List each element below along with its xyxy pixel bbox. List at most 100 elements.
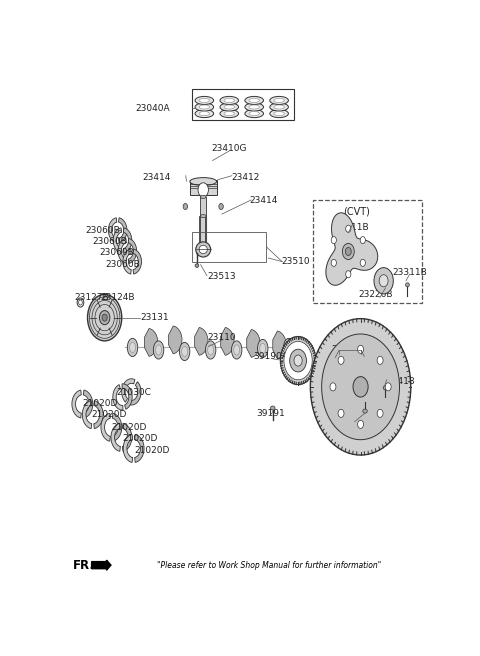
Polygon shape xyxy=(122,379,135,402)
Ellipse shape xyxy=(294,355,302,366)
Text: 23060B: 23060B xyxy=(106,260,140,269)
Ellipse shape xyxy=(270,110,288,117)
Ellipse shape xyxy=(156,345,162,355)
Ellipse shape xyxy=(199,98,210,102)
Text: 23510: 23510 xyxy=(281,257,310,266)
Polygon shape xyxy=(144,329,158,356)
Ellipse shape xyxy=(196,242,211,257)
Ellipse shape xyxy=(180,342,190,361)
Polygon shape xyxy=(123,249,131,274)
Ellipse shape xyxy=(199,112,210,115)
Polygon shape xyxy=(273,331,286,359)
Ellipse shape xyxy=(220,103,239,111)
Ellipse shape xyxy=(342,243,354,260)
Text: 23513: 23513 xyxy=(207,272,236,281)
FancyArrow shape xyxy=(92,560,111,570)
Ellipse shape xyxy=(199,245,207,254)
Text: FR.: FR. xyxy=(73,559,95,571)
Polygon shape xyxy=(128,382,141,405)
Polygon shape xyxy=(326,213,378,285)
Polygon shape xyxy=(111,423,120,451)
Ellipse shape xyxy=(406,283,409,287)
Ellipse shape xyxy=(353,377,368,397)
Ellipse shape xyxy=(270,96,288,104)
Ellipse shape xyxy=(284,338,294,357)
Ellipse shape xyxy=(181,346,188,356)
Bar xyxy=(200,197,206,216)
Ellipse shape xyxy=(220,96,239,104)
Bar xyxy=(192,232,266,262)
Ellipse shape xyxy=(154,341,164,359)
Ellipse shape xyxy=(231,341,242,359)
Circle shape xyxy=(358,345,363,354)
Text: 23414: 23414 xyxy=(143,173,171,182)
Text: 23060B: 23060B xyxy=(85,226,120,235)
Ellipse shape xyxy=(224,105,234,109)
Text: 21020D: 21020D xyxy=(134,446,170,455)
Text: 21020D: 21020D xyxy=(83,398,118,407)
Ellipse shape xyxy=(195,110,214,117)
Bar xyxy=(192,89,294,120)
Ellipse shape xyxy=(127,338,138,357)
Ellipse shape xyxy=(245,110,264,117)
Polygon shape xyxy=(113,384,123,410)
Ellipse shape xyxy=(224,98,234,102)
Ellipse shape xyxy=(284,341,312,380)
Ellipse shape xyxy=(249,98,259,102)
Polygon shape xyxy=(123,434,132,462)
Ellipse shape xyxy=(260,343,266,354)
Ellipse shape xyxy=(195,96,214,104)
Text: 39191: 39191 xyxy=(256,409,285,418)
Ellipse shape xyxy=(345,247,351,255)
Ellipse shape xyxy=(383,386,387,390)
Ellipse shape xyxy=(102,314,107,321)
Text: 39190A: 39190A xyxy=(253,352,288,361)
Text: 23127B: 23127B xyxy=(74,293,109,302)
Polygon shape xyxy=(118,239,126,264)
Ellipse shape xyxy=(87,295,122,341)
Circle shape xyxy=(331,237,336,243)
Polygon shape xyxy=(135,434,144,462)
Circle shape xyxy=(346,271,351,277)
Circle shape xyxy=(331,259,336,266)
Ellipse shape xyxy=(234,345,240,355)
Text: 23131: 23131 xyxy=(140,313,168,322)
Ellipse shape xyxy=(205,341,216,359)
Ellipse shape xyxy=(274,112,284,115)
Text: 23110: 23110 xyxy=(207,333,236,342)
Text: 23060B: 23060B xyxy=(92,237,127,247)
Ellipse shape xyxy=(245,96,264,104)
Ellipse shape xyxy=(200,215,206,218)
Polygon shape xyxy=(247,329,260,358)
Ellipse shape xyxy=(190,178,216,186)
Text: 23412: 23412 xyxy=(231,173,260,182)
Polygon shape xyxy=(122,384,132,409)
Circle shape xyxy=(198,183,208,197)
Ellipse shape xyxy=(286,342,292,352)
Circle shape xyxy=(183,203,188,209)
Ellipse shape xyxy=(208,345,214,355)
Circle shape xyxy=(385,383,391,391)
Polygon shape xyxy=(112,413,122,441)
Text: 21020D: 21020D xyxy=(92,409,127,419)
Polygon shape xyxy=(195,327,208,356)
Text: 23410G: 23410G xyxy=(212,144,247,153)
Text: 23060B: 23060B xyxy=(99,249,133,258)
Polygon shape xyxy=(113,228,121,253)
Ellipse shape xyxy=(249,105,259,109)
Ellipse shape xyxy=(271,406,275,410)
Text: 23414: 23414 xyxy=(250,196,278,205)
Ellipse shape xyxy=(274,105,284,109)
Polygon shape xyxy=(83,401,92,428)
Ellipse shape xyxy=(363,409,367,413)
Ellipse shape xyxy=(274,98,284,102)
Text: 59418: 59418 xyxy=(386,377,415,386)
Ellipse shape xyxy=(270,103,288,111)
Text: 23211B: 23211B xyxy=(335,223,369,232)
Ellipse shape xyxy=(258,339,268,358)
Circle shape xyxy=(338,356,344,364)
Polygon shape xyxy=(128,239,137,264)
Polygon shape xyxy=(119,218,127,243)
Polygon shape xyxy=(168,326,182,354)
Text: "Please refer to Work Shop Manual for further information": "Please refer to Work Shop Manual for fu… xyxy=(156,561,381,569)
